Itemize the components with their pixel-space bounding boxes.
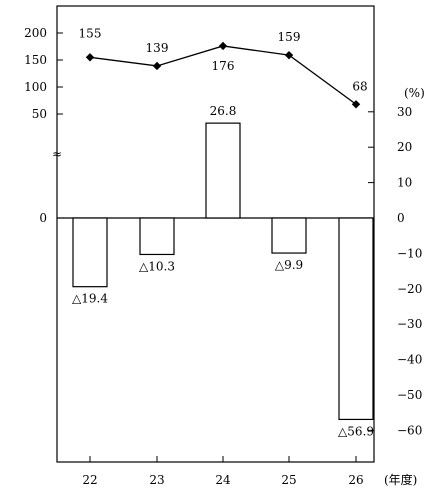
line-point — [351, 100, 361, 109]
line-point — [284, 50, 294, 60]
x-tick-label: 26 — [348, 473, 363, 487]
line-value-label: 139 — [146, 41, 169, 55]
left-axis: 200 150 100 50 0 — [24, 26, 63, 225]
bar — [205, 122, 241, 219]
left-tick-label: 100 — [24, 80, 47, 94]
right-tick-label: −40 — [397, 353, 422, 367]
x-unit-label: (年度) — [384, 472, 417, 487]
left-zero-label: 0 — [39, 211, 47, 225]
bar-value-label: △10.3 — [139, 259, 175, 273]
line-point — [85, 53, 95, 62]
right-unit-label: (%) — [404, 86, 425, 100]
x-tick-label: 22 — [82, 473, 97, 487]
right-tick-label: −50 — [397, 388, 422, 402]
line-path — [89, 45, 357, 105]
bar-value-label: 26.8 — [210, 104, 237, 118]
left-tick-label: 200 — [24, 26, 47, 40]
line-value-label: 68 — [352, 79, 367, 93]
line-value-label: 176 — [212, 59, 235, 73]
right-tick-label: −20 — [397, 282, 422, 296]
left-tick-label: 50 — [32, 107, 47, 121]
axis-break-mark: ≈ — [52, 147, 62, 161]
right-tick-label: −10 — [397, 246, 422, 260]
bar — [338, 217, 374, 421]
right-axis: 30 20 10 0 −10 −20 −30 −40 −50 −60 (%) — [368, 86, 425, 437]
x-tick-label: 24 — [215, 473, 231, 487]
line-point — [218, 41, 228, 51]
x-tick-label: 25 — [281, 473, 296, 487]
annotations: ≈ — [52, 147, 62, 161]
right-tick-label: 0 — [397, 211, 405, 225]
bar — [139, 217, 175, 256]
line-value-label: 159 — [278, 30, 301, 44]
right-tick-label: 30 — [397, 105, 412, 119]
right-tick-label: 10 — [397, 176, 412, 190]
line-value-label: 155 — [79, 26, 102, 40]
bar-value-label: △56.9 — [338, 424, 374, 438]
right-tick-label: −30 — [397, 317, 422, 331]
bar — [72, 217, 108, 288]
right-tick-label: 20 — [397, 140, 412, 154]
right-tick-label: −60 — [397, 423, 422, 437]
x-tick-label: 23 — [149, 473, 164, 487]
line-series: 155 139 176 159 68 — [79, 26, 368, 109]
x-axis: 22 23 24 25 26 (年度) — [82, 456, 417, 487]
bar-value-label: △19.4 — [72, 292, 108, 306]
plot-frame — [56, 5, 375, 463]
bar-value-label: △9.9 — [275, 258, 303, 272]
line-point — [152, 61, 162, 71]
left-tick-label: 150 — [24, 53, 47, 67]
bar-series: △19.4 △10.3 26.8 △9.9 △56.9 — [72, 104, 374, 438]
bar — [271, 217, 307, 254]
